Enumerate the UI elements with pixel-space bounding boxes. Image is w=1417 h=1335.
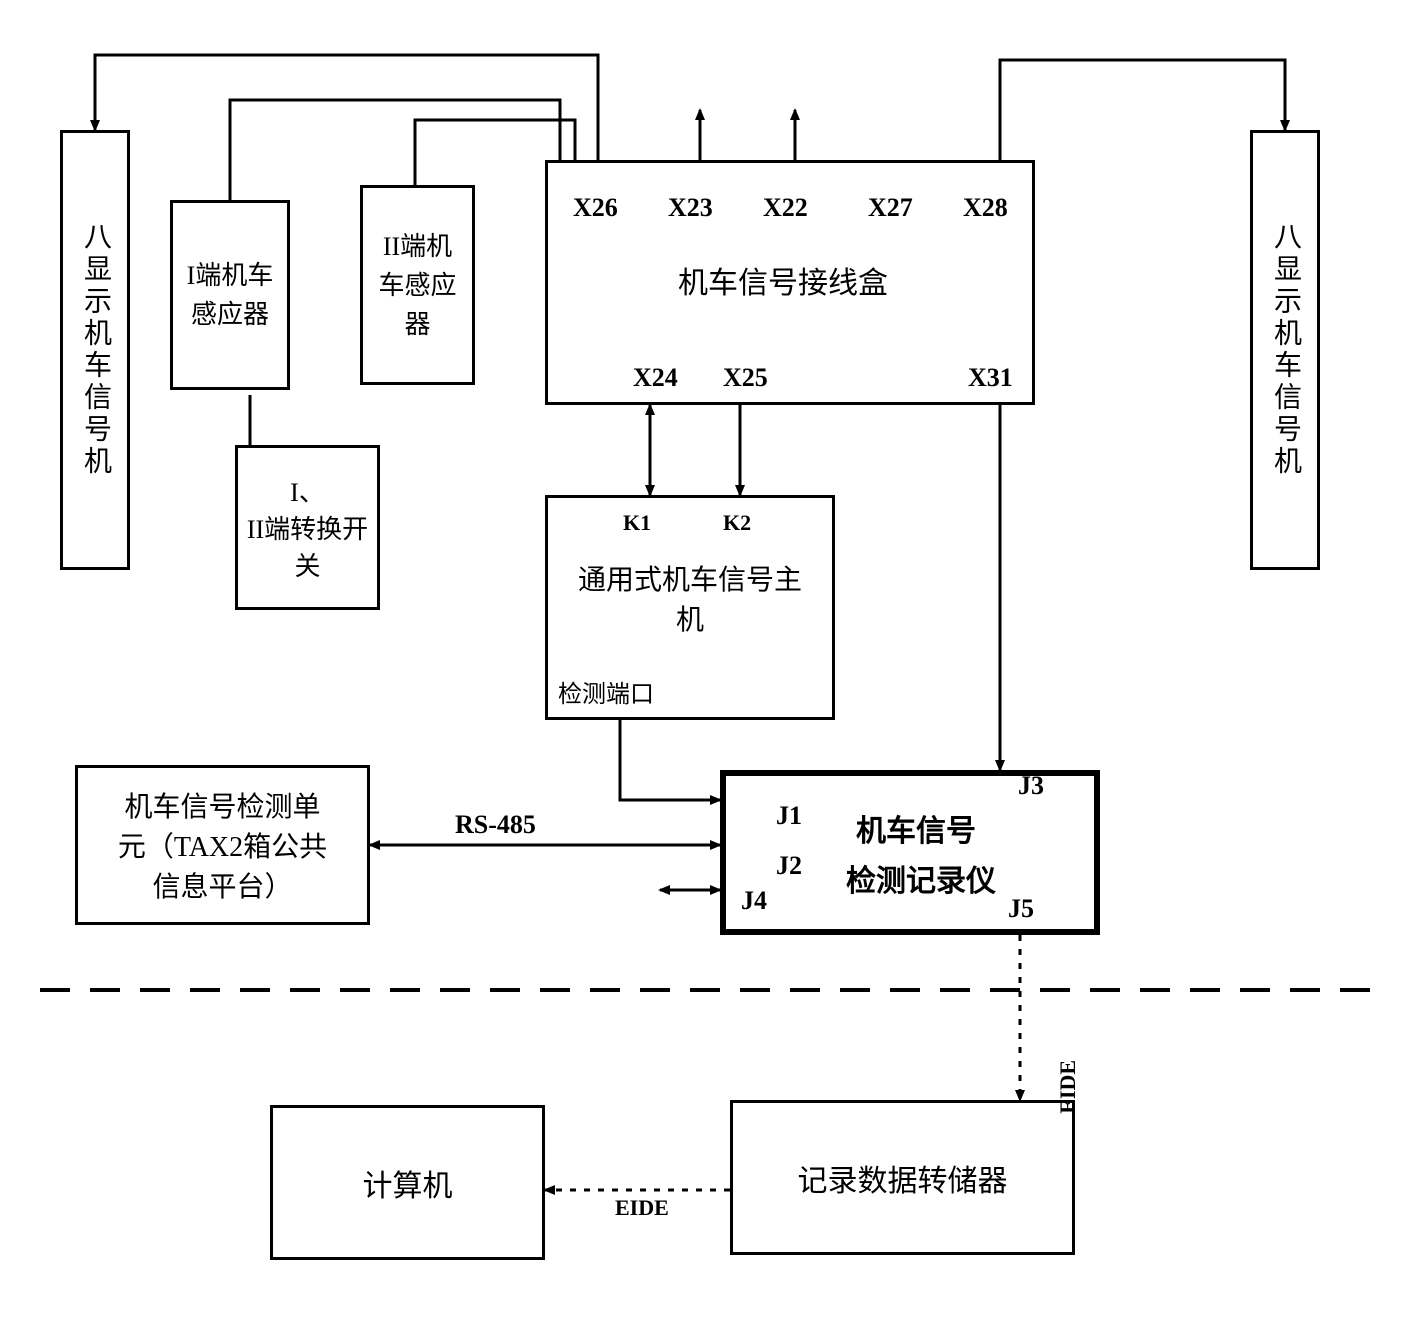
eide2-label: EIDE: [615, 1195, 669, 1221]
junction-box-title: 机车信号接线盒: [678, 258, 888, 302]
detect-unit-line3: 信息平台）: [152, 865, 292, 905]
host-title: 通用式机车信号主机: [578, 558, 802, 638]
port-x22: X22: [763, 193, 808, 223]
storage-box: 记录数据转储器: [730, 1100, 1075, 1255]
port-x25: X25: [723, 363, 768, 393]
recorder-box: J1 J2 J3 J4 J5 机车信号 检测记录仪: [720, 770, 1100, 935]
sensor1-label: I端机车感应器: [181, 256, 279, 334]
port-j5: J5: [1008, 894, 1034, 924]
port-j1: J1: [776, 801, 802, 831]
left-display-label: 八显示机车信号机: [75, 222, 115, 478]
port-j4: J4: [741, 886, 767, 916]
detect-unit-line2: 元（TAX2箱公共: [118, 825, 327, 865]
port-x26: X26: [573, 193, 618, 223]
right-display-box: 八显示机车信号机: [1250, 130, 1320, 570]
eide1-label: EIDE: [1055, 1060, 1081, 1114]
computer-box: 计算机: [270, 1105, 545, 1260]
storage-label: 记录数据转储器: [798, 1156, 1008, 1200]
left-display-box: 八显示机车信号机: [60, 130, 130, 570]
port-x24: X24: [633, 363, 678, 393]
port-j3: J3: [1018, 771, 1044, 801]
computer-label: 计算机: [363, 1161, 453, 1205]
sensor1-box: I端机车感应器: [170, 200, 290, 390]
sensor2-label: II端机车感应器: [371, 227, 464, 344]
recorder-title2: 检测记录仪: [846, 856, 996, 900]
junction-box: X26 X23 X22 X27 X28 机车信号接线盒 X24 X25 X31: [545, 160, 1035, 405]
port-k2: K2: [723, 510, 751, 536]
switch-line2: II端转换开关: [244, 509, 371, 583]
port-j2: J2: [776, 851, 802, 881]
port-x23: X23: [668, 193, 713, 223]
port-x31: X31: [968, 363, 1013, 393]
detect-unit-box: 机车信号检测单 元（TAX2箱公共 信息平台）: [75, 765, 370, 925]
host-box: K1 K2 通用式机车信号主机 检测端口: [545, 495, 835, 720]
recorder-title1: 机车信号: [856, 806, 976, 850]
port-x28: X28: [963, 193, 1008, 223]
port-k1: K1: [623, 510, 651, 536]
rs485-label: RS-485: [455, 810, 536, 840]
switch-line1: I、: [290, 472, 325, 509]
host-detect-port: 检测端口: [558, 674, 654, 709]
detect-unit-line1: 机车信号检测单: [124, 785, 320, 825]
port-x27: X27: [868, 193, 913, 223]
right-display-label: 八显示机车信号机: [1265, 222, 1305, 478]
sensor2-box: II端机车感应器: [360, 185, 475, 385]
switch-box: I、 II端转换开关: [235, 445, 380, 610]
